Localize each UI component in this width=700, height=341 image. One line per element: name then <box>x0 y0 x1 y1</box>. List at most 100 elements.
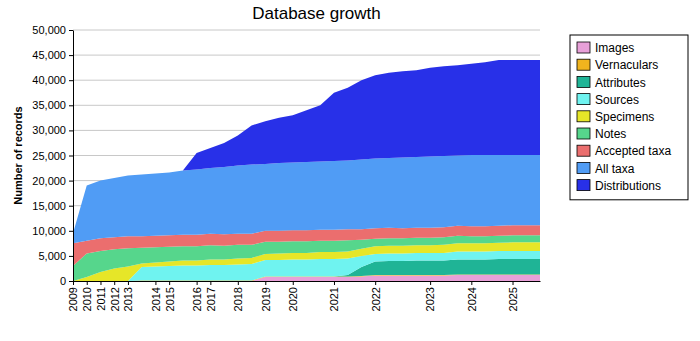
legend-label: Vernaculars <box>595 58 658 72</box>
background <box>0 0 700 341</box>
x-tick: 2025 <box>507 281 519 311</box>
legend-label: Accepted taxa <box>595 144 671 158</box>
y-tick: 40,000 <box>32 74 73 86</box>
legend-label: Distributions <box>595 179 661 193</box>
y-tick: 35,000 <box>32 99 73 111</box>
y-tick-mark <box>69 281 73 282</box>
x-tick: 2009 <box>67 281 79 311</box>
x-tick-label: 2014 <box>150 287 162 311</box>
y-tick-mark <box>69 231 73 232</box>
legend-label: Attributes <box>595 76 646 90</box>
y-tick-label: 10,000 <box>32 225 66 237</box>
x-tick-mark <box>155 281 156 285</box>
x-tick: 2018 <box>232 281 244 311</box>
legend-swatch <box>577 111 590 122</box>
y-tick: 15,000 <box>32 200 73 212</box>
y-tick-mark <box>69 256 73 257</box>
x-tick: 2013 <box>122 281 134 311</box>
legend-swatch <box>577 76 590 87</box>
plot-area <box>73 60 540 281</box>
y-tick: 10,000 <box>32 225 73 237</box>
y-axis-title: Number of records <box>12 106 24 204</box>
x-tick-mark <box>128 281 129 285</box>
x-tick: 2022 <box>370 281 382 311</box>
chart-title: Database growth <box>252 4 381 23</box>
y-tick-mark <box>69 156 73 157</box>
y-tick-label: 50,000 <box>32 24 66 36</box>
x-tick-label: 2011 <box>95 287 107 311</box>
y-tick: 20,000 <box>32 175 73 187</box>
x-tick: 2015 <box>163 281 175 311</box>
y-axis: 0 5,000 10,000 15,000 20,000 25,000 30,000 35,0… <box>32 24 73 287</box>
y-tick-label: 35,000 <box>32 99 66 111</box>
x-tick: 2024 <box>466 281 478 311</box>
y-axis-line <box>73 31 74 282</box>
y-tick: 50,000 <box>32 24 73 36</box>
legend-frame <box>570 35 688 200</box>
legend-label: Specimens <box>595 110 654 124</box>
legend-label: Images <box>595 41 634 55</box>
x-tick: 2010 <box>81 281 93 311</box>
x-tick-label: 2017 <box>205 287 217 311</box>
x-tick-mark <box>197 281 198 285</box>
x-tick-mark <box>100 281 101 285</box>
legend-swatch <box>577 145 590 156</box>
x-tick-mark <box>430 281 431 285</box>
x-tick-label: 2010 <box>81 287 93 311</box>
x-tick-label: 2009 <box>67 287 79 311</box>
y-tick-label: 5,000 <box>38 250 66 262</box>
x-tick-label: 2024 <box>466 287 478 311</box>
x-tick: 2014 <box>150 281 162 311</box>
x-tick: 2012 <box>109 281 121 311</box>
legend-swatch <box>577 42 590 53</box>
y-tick-label: 0 <box>60 275 66 287</box>
x-tick-label: 2023 <box>424 287 436 311</box>
x-tick-label: 2015 <box>163 287 175 311</box>
x-tick: 2019 <box>260 281 272 311</box>
x-tick-mark <box>265 281 266 285</box>
legend-swatch <box>577 162 590 173</box>
y-tick: 45,000 <box>32 49 73 61</box>
x-tick-label: 2019 <box>260 287 272 311</box>
y-tick-label: 15,000 <box>32 200 66 212</box>
grid-line <box>73 55 540 56</box>
legend-swatch <box>577 59 590 70</box>
x-tick-mark <box>114 281 115 285</box>
y-tick: 0 <box>60 275 73 287</box>
y-tick-mark <box>69 105 73 106</box>
x-tick-label: 2021 <box>328 287 340 311</box>
x-tick-mark <box>73 281 74 285</box>
x-tick-mark <box>238 281 239 285</box>
y-tick-mark <box>69 206 73 207</box>
grid <box>73 30 540 281</box>
x-tick-label: 2016 <box>191 287 203 311</box>
x-tick: 2020 <box>287 281 299 311</box>
x-tick-mark <box>293 281 294 285</box>
x-axis: 20092010201120122013 20142015 20162017 2018… <box>67 281 540 311</box>
y-tick-label: 30,000 <box>32 124 66 136</box>
x-tick-label: 2012 <box>109 287 121 311</box>
y-tick: 5,000 <box>38 250 73 262</box>
x-tick-mark <box>513 281 514 285</box>
x-tick-mark <box>471 281 472 285</box>
area <box>73 155 540 243</box>
x-tick-mark <box>87 281 88 285</box>
x-tick: 2021 <box>328 281 340 311</box>
x-tick-mark <box>375 281 376 285</box>
chart-container: 20092010201120122013 20142015 20162017 2018… <box>0 0 700 341</box>
x-tick: 2016 <box>191 281 203 311</box>
y-tick-mark <box>69 55 73 56</box>
x-tick-mark <box>334 281 335 285</box>
chart-svg: 20092010201120122013 20142015 20162017 2018… <box>0 0 700 341</box>
y-tick-label: 20,000 <box>32 175 66 187</box>
y-tick-label: 45,000 <box>32 49 66 61</box>
area <box>73 60 540 233</box>
y-tick: 30,000 <box>32 124 73 136</box>
y-tick-mark <box>69 80 73 81</box>
x-tick-mark <box>169 281 170 285</box>
y-tick-label: 25,000 <box>32 150 66 162</box>
legend-swatch <box>577 128 590 139</box>
x-tick: 2023 <box>424 281 436 311</box>
x-tick-mark <box>210 281 211 285</box>
grid-line <box>73 30 540 31</box>
